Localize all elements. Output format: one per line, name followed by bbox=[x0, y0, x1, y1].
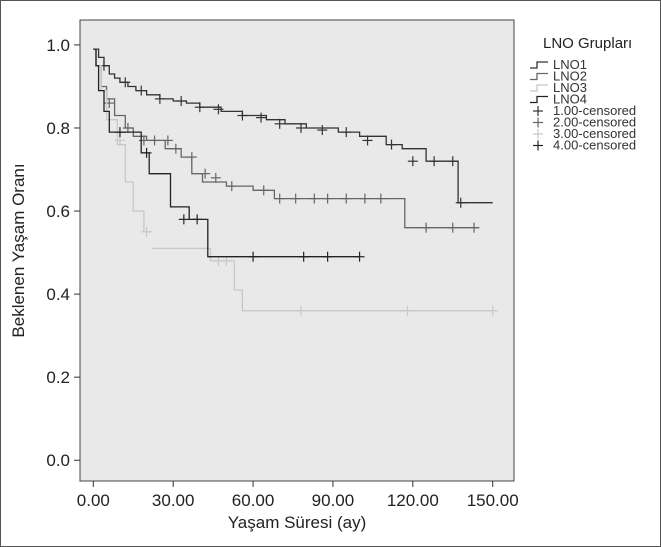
x-tick-label: 60.00 bbox=[232, 491, 275, 510]
plot-area bbox=[79, 19, 515, 482]
y-tick-label: 1.0 bbox=[46, 36, 70, 55]
y-tick-label: 0.6 bbox=[46, 202, 70, 221]
y-axis-label: Beklenen Yaşam Oranı bbox=[9, 163, 28, 337]
y-tick-label: 0.2 bbox=[46, 368, 70, 387]
x-tick-label: 90.00 bbox=[312, 491, 355, 510]
legend-label-lno3: LNO3 bbox=[553, 80, 587, 95]
y-tick-label: 0.4 bbox=[46, 285, 70, 304]
x-tick-label: 30.00 bbox=[152, 491, 195, 510]
legend-title: LNO Grupları bbox=[543, 35, 632, 52]
x-axis-label: Yaşam Süresi (ay) bbox=[228, 513, 367, 532]
legend: LNO Grupları LNO1LNO2LNO3LNO41.00-censor… bbox=[530, 35, 636, 153]
legend-label-lno1: LNO1 bbox=[553, 57, 587, 72]
y-tick-label: 0.0 bbox=[46, 451, 70, 470]
x-tick-label: 150.00 bbox=[467, 491, 519, 510]
plot-content bbox=[93, 48, 498, 316]
y-tick-label: 0.8 bbox=[46, 119, 70, 138]
x-tick-label: 120.00 bbox=[387, 491, 439, 510]
legend-label-lno4: LNO4 bbox=[553, 92, 587, 107]
series-line-lno4 bbox=[93, 48, 360, 258]
legend-censor-label-4: 4.00-censored bbox=[553, 138, 636, 153]
legend-swatch-lno3 bbox=[530, 84, 548, 92]
axes: 0.00 30.00 60.00 90.00 120.00 150.00 0.0 0.2 0.4… bbox=[46, 36, 518, 510]
legend-label-lno2: LNO2 bbox=[553, 69, 587, 84]
legend-swatch-lno1 bbox=[530, 61, 548, 69]
x-tick-label: 0.00 bbox=[77, 491, 110, 510]
legend-censor-label-1: 1.00-censored bbox=[553, 103, 636, 118]
legend-swatch-lno2 bbox=[530, 72, 548, 81]
legend-censor-label-3: 3.00-censored bbox=[553, 126, 636, 141]
legend-censor-label-2: 2.00-censored bbox=[553, 115, 636, 130]
legend-swatch-lno4 bbox=[530, 95, 548, 104]
